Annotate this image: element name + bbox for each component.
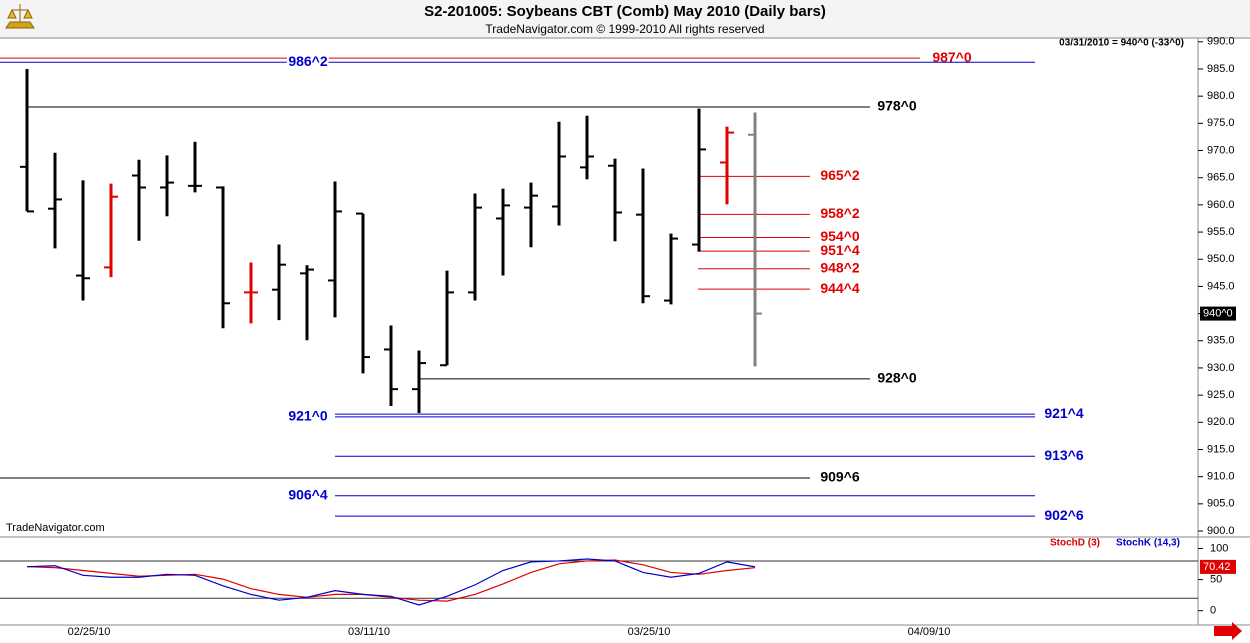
y-tick-label: 930.0: [1207, 362, 1235, 374]
value-label-box: [1200, 559, 1236, 574]
y-tick-label: 915.0: [1207, 443, 1235, 455]
y-tick-label: 955.0: [1207, 226, 1235, 238]
stoch-line: [26, 558, 756, 606]
level-label: 944^4: [820, 280, 860, 296]
level-label: 928^0: [877, 370, 917, 386]
level-label: 986^2: [288, 53, 328, 69]
y-tick-label: 900.0: [1207, 525, 1235, 537]
title-bar: [0, 0, 1250, 38]
level-label: 958^2: [820, 205, 860, 221]
level-label: 948^2: [820, 259, 860, 275]
y-tick-label: 100: [1210, 542, 1228, 554]
x-tick-label: 02/25/10: [68, 626, 111, 638]
chart-subtitle: TradeNavigator.com © 1999-2010 All right…: [485, 22, 764, 36]
x-tick-label: 03/11/10: [348, 626, 390, 638]
watermark: TradeNavigator.com: [6, 522, 105, 534]
x-tick-label: 04/09/10: [908, 626, 951, 638]
level-label: 921^0: [288, 408, 328, 424]
y-tick-label: 950.0: [1207, 253, 1235, 265]
level-label: 913^6: [1044, 447, 1084, 463]
legend-entry: StochK (14,3): [1116, 538, 1180, 549]
y-tick-label: 910.0: [1207, 471, 1235, 483]
scroll-arrow[interactable]: [1214, 622, 1242, 640]
y-tick-label: 905.0: [1207, 498, 1235, 510]
info-text: 03/31/2010 = 940^0 (-33^0): [1059, 38, 1184, 49]
y-tick-label: 975.0: [1207, 117, 1235, 129]
logo: [5, 4, 35, 29]
y-tick-label: 925.0: [1207, 389, 1235, 401]
level-label: 978^0: [877, 98, 917, 114]
y-tick-label: 920.0: [1207, 416, 1235, 428]
last-price-box: [1200, 306, 1236, 321]
value-label: 70.42: [1203, 561, 1231, 573]
last-price-label: 940^0: [1203, 307, 1233, 319]
y-tick-label: 965.0: [1207, 172, 1235, 184]
y-tick-label: 0: [1210, 605, 1216, 617]
x-tick-label: 03/25/10: [628, 626, 671, 638]
level-label: 921^4: [1044, 405, 1084, 421]
y-tick-label: 960.0: [1207, 199, 1235, 211]
y-tick-label: 985.0: [1207, 63, 1235, 75]
level-label: 954^0: [820, 228, 860, 244]
level-label: 951^4: [820, 242, 860, 258]
level-label: 965^2: [820, 167, 860, 183]
level-label: 909^6: [820, 469, 860, 485]
y-tick-label: 990.0: [1207, 36, 1235, 48]
y-tick-label: 980.0: [1207, 90, 1235, 102]
legend-entry: StochD (3): [1050, 538, 1100, 549]
y-tick-label: 945.0: [1207, 280, 1235, 292]
y-tick-label: 970.0: [1207, 144, 1235, 156]
level-label: 902^6: [1044, 507, 1084, 523]
chart-title: S2-201005: Soybeans CBT (Comb) May 2010 …: [424, 3, 826, 20]
level-label: 906^4: [288, 486, 328, 502]
y-tick-label: 935.0: [1207, 335, 1235, 347]
y-tick-label: 50: [1210, 574, 1222, 586]
